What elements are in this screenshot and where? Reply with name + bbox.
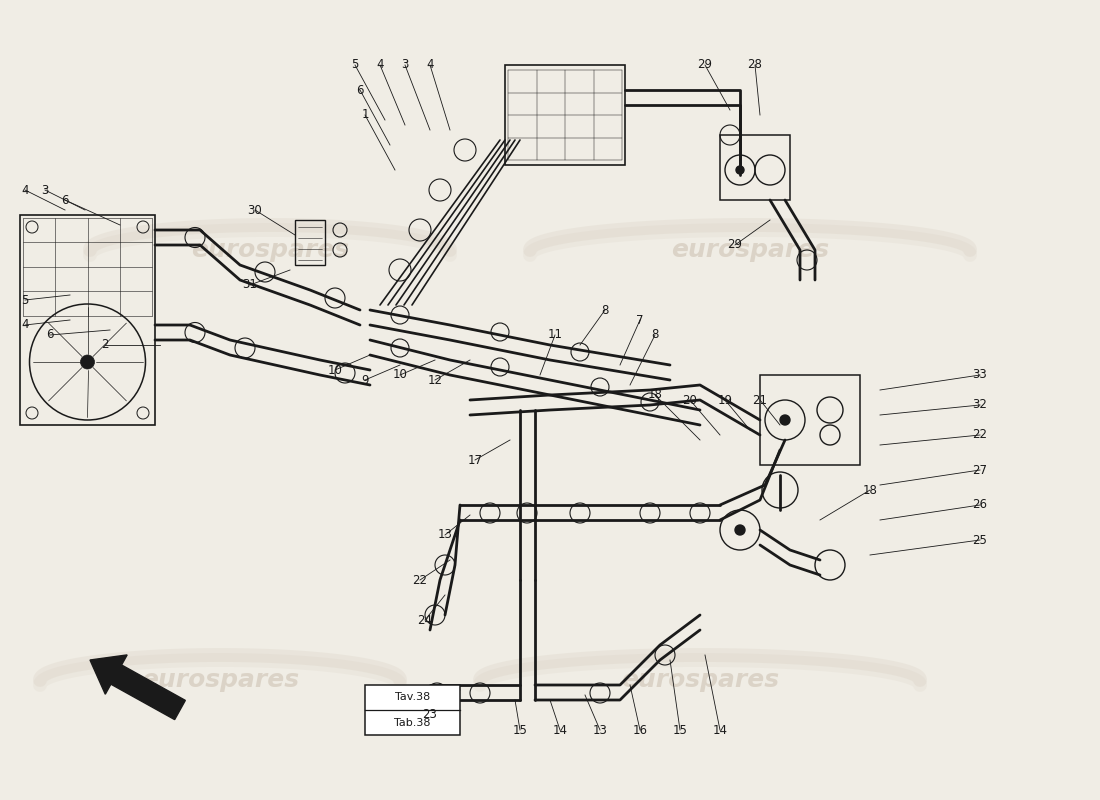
Text: 4: 4: [21, 183, 29, 197]
Text: Tav.38: Tav.38: [395, 693, 430, 702]
Text: 15: 15: [513, 723, 527, 737]
Text: 22: 22: [972, 429, 988, 442]
Text: 3: 3: [402, 58, 409, 71]
Text: 26: 26: [972, 498, 988, 511]
Bar: [20, 215, 155, 425]
Text: 23: 23: [422, 709, 438, 722]
FancyArrow shape: [90, 655, 185, 720]
Text: 3: 3: [42, 183, 48, 197]
Text: Tab.38: Tab.38: [394, 718, 431, 727]
Text: 13: 13: [593, 723, 607, 737]
Circle shape: [735, 525, 745, 535]
Text: eurospares: eurospares: [191, 238, 349, 262]
Bar: [505, 65, 625, 165]
Text: 8: 8: [651, 329, 659, 342]
Text: 27: 27: [972, 463, 988, 477]
Text: 7: 7: [636, 314, 644, 326]
Text: 20: 20: [683, 394, 697, 406]
Text: 33: 33: [972, 369, 988, 382]
Bar: [365, 685, 460, 735]
Text: eurospares: eurospares: [620, 668, 779, 692]
Text: 1: 1: [361, 109, 368, 122]
Text: 6: 6: [356, 83, 364, 97]
Text: 4: 4: [21, 318, 29, 331]
Text: 6: 6: [46, 329, 54, 342]
Text: 14: 14: [552, 723, 568, 737]
Text: 2: 2: [101, 338, 109, 351]
Circle shape: [80, 355, 95, 369]
Text: 22: 22: [412, 574, 428, 586]
Text: 29: 29: [697, 58, 713, 71]
Text: 14: 14: [713, 723, 727, 737]
Text: 25: 25: [972, 534, 988, 546]
Text: 4: 4: [427, 58, 433, 71]
Circle shape: [736, 166, 744, 174]
Text: 12: 12: [428, 374, 442, 386]
Text: 17: 17: [468, 454, 483, 466]
Circle shape: [780, 415, 790, 425]
Text: 30: 30: [248, 203, 263, 217]
Text: 10: 10: [393, 369, 407, 382]
Text: eurospares: eurospares: [671, 238, 829, 262]
Text: 11: 11: [548, 329, 562, 342]
Text: 18: 18: [862, 483, 878, 497]
Text: eurospares: eurospares: [141, 668, 299, 692]
Text: 31: 31: [243, 278, 257, 291]
Text: 15: 15: [672, 723, 688, 737]
Text: 24: 24: [418, 614, 432, 626]
Text: 6: 6: [62, 194, 68, 206]
Text: 5: 5: [21, 294, 29, 306]
Bar: [760, 375, 860, 465]
Text: 16: 16: [632, 723, 648, 737]
Bar: [295, 220, 324, 265]
Text: 29: 29: [727, 238, 742, 251]
Text: 19: 19: [717, 394, 733, 406]
Text: 4: 4: [376, 58, 384, 71]
Bar: [720, 135, 790, 200]
Text: 10: 10: [328, 363, 342, 377]
Text: 21: 21: [752, 394, 768, 406]
Text: 5: 5: [351, 58, 359, 71]
Text: 9: 9: [361, 374, 368, 386]
Text: 13: 13: [438, 529, 452, 542]
Text: 18: 18: [648, 389, 662, 402]
Text: 28: 28: [748, 58, 762, 71]
Text: 8: 8: [602, 303, 608, 317]
Text: 32: 32: [972, 398, 988, 411]
